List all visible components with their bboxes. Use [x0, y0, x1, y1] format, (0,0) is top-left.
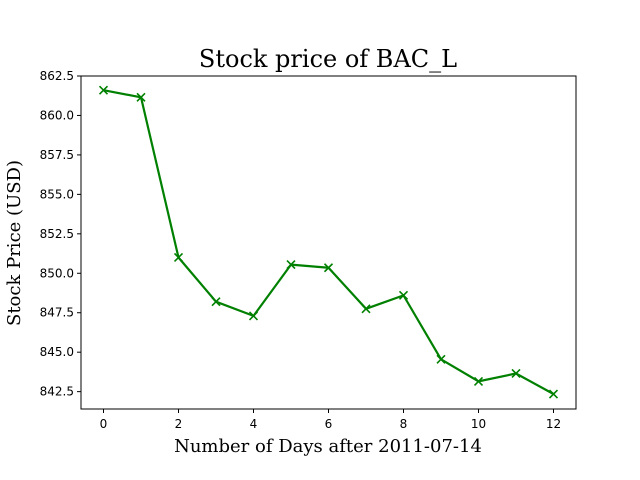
x-tick-label: 4 — [250, 417, 258, 431]
data-point-marker — [173, 252, 184, 263]
series-line — [103, 89, 555, 395]
y-tick-label: 842.5 — [40, 385, 74, 399]
data-point-marker — [286, 260, 296, 270]
x-tick-label: 0 — [100, 417, 108, 431]
data-point-marker — [211, 297, 221, 307]
data-point-marker — [473, 376, 484, 386]
y-axis-label: Stock Price (USD) — [4, 160, 25, 326]
y-tick-label: 862.5 — [40, 69, 74, 83]
data-point-marker — [136, 92, 146, 102]
y-tick-label: 847.5 — [40, 306, 74, 320]
x-axis-label: Number of Days after 2011-07-14 — [174, 436, 482, 457]
chart-title: Stock price of BAC_L — [199, 45, 457, 73]
x-tick-label: 8 — [400, 417, 408, 431]
data-point-marker — [361, 304, 371, 314]
data-point-marker — [398, 290, 409, 300]
x-tick-label: 12 — [546, 417, 561, 431]
data-point-marker — [323, 263, 334, 273]
data-point-marker — [511, 368, 521, 379]
x-tick-label: 10 — [471, 417, 486, 431]
y-tick-label: 850.0 — [40, 266, 74, 280]
data-point-marker — [98, 85, 109, 95]
x-tick-label: 2 — [175, 417, 183, 431]
y-tick-label: 845.0 — [40, 345, 74, 359]
data-point-marker — [436, 354, 446, 364]
y-tick-label: 852.5 — [40, 227, 74, 241]
x-tick-label: 6 — [325, 417, 333, 431]
y-tick-label: 855.0 — [40, 187, 74, 201]
y-tick-label: 857.5 — [40, 148, 74, 162]
y-tick-label: 860.0 — [40, 108, 74, 122]
plot-frame — [80, 75, 577, 410]
data-point-marker — [548, 389, 559, 399]
data-point-marker — [248, 311, 259, 321]
